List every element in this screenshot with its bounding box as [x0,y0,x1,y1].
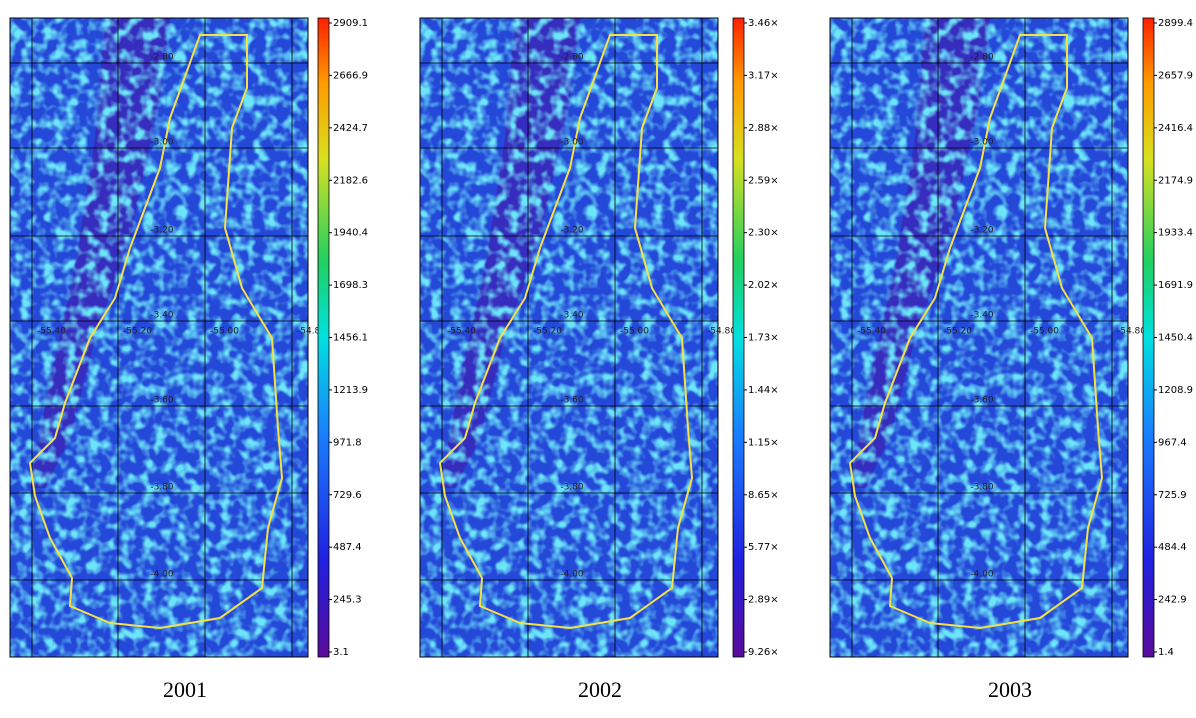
boundary [438,34,694,630]
colorbar [1142,17,1155,658]
colorbar [732,17,745,658]
grid-label: -55.40 [857,327,886,337]
grid-label: -4.00 [150,570,174,580]
colorbar-label: 1698.3 [333,280,368,291]
grid-label: -54.80 [1117,327,1146,337]
map-panel: -2.80 -3.00 -3.20 -3.40 -3.60 -3.80 -4.00 -55.4… [9,17,326,658]
colorbar-label: 3.46× [748,18,779,29]
grid-label: -4.00 [970,570,994,580]
grid-label: -54.80 [707,327,736,337]
grid-label: -54.80 [297,327,326,337]
map-raster [830,18,1128,657]
colorbar-label: 2909.1 [333,18,368,29]
year-caption: 2001 [163,677,207,702]
map-frame [9,17,309,658]
colorbar-label: 487.4 [333,542,362,553]
year-caption: 2003 [988,677,1032,702]
boundary [28,34,284,630]
grid-label: -4.00 [560,570,584,580]
grid-label: -3.20 [150,226,174,236]
map-panel: -2.80 -3.00 -3.20 -3.40 -3.60 -3.80 -4.00 -55.4… [419,17,736,658]
grid-label: -3.40 [150,311,174,321]
colorbar-label: 2416.4 [1158,123,1193,134]
grid-label: -55.00 [620,327,649,337]
map-frame [829,17,1129,658]
grid-label: -55.20 [123,327,152,337]
colorbar-label: 1933.4 [1158,228,1193,239]
colorbar-label: 3.17× [748,70,779,81]
grid-label: -3.40 [560,311,584,321]
colorbar [317,17,330,658]
colorbar-label: 2.30× [748,228,779,239]
colorbar-label: 242.9 [1158,595,1187,606]
grid-label: -3.80 [970,483,994,493]
grid-label: -2.80 [150,53,174,63]
grid-label: -3.40 [970,311,994,321]
grid-label: -55.00 [210,327,239,337]
grid-label: -3.60 [150,396,174,406]
boundary [848,34,1104,630]
grid-label: -2.80 [560,53,584,63]
colorbar-label: 1213.9 [333,385,368,396]
map-raster [420,18,718,657]
map-panel: -2.80 -3.00 -3.20 -3.40 -3.60 -3.80 -4.00 -55.4… [829,17,1146,658]
map-frame [419,17,719,658]
colorbar-label: 2.02× [748,280,779,291]
raster-noise [830,18,1128,657]
colorbar-label: 2182.6 [333,175,368,186]
grid-label: -55.40 [37,327,66,337]
colorbar-label: 2666.9 [333,70,368,81]
colorbar-label: 2899.4 [1158,18,1193,29]
grid-label: -3.00 [970,138,994,148]
colorbar-label: 1691.9 [1158,280,1193,291]
grid-label: -3.60 [560,396,584,406]
colorbar-label: 2.88× [748,123,779,134]
colorbar-label: 8.65× [748,490,779,501]
colorbar-label: 2174.9 [1158,175,1193,186]
colorbar-label: 2424.7 [333,123,368,134]
colorbar-label: 2.89× [748,595,779,606]
map-raster [10,18,308,657]
year-caption: 2002 [578,677,622,702]
grid-label: -3.20 [560,226,584,236]
colorbar-label: 971.8 [333,437,362,448]
colorbar-label: 245.3 [333,595,362,606]
colorbar-label: 5.77× [748,542,779,553]
colorbar-label: 484.4 [1158,542,1187,553]
colorbar-label: 1208.9 [1158,385,1193,396]
colorbar-label: 1940.4 [333,228,368,239]
grid-label: -3.60 [970,396,994,406]
raster-noise [10,18,308,657]
grid-label: -55.20 [943,327,972,337]
colorbar-label: 2657.9 [1158,70,1193,81]
colorbar-label: 1.4 [1158,647,1174,658]
colorbar-label: 725.9 [1158,490,1187,501]
colorbar-label: 1456.1 [333,333,368,344]
grid-label: -3.80 [560,483,584,493]
colorbar-label: 2.59× [748,175,779,186]
grid-label: -3.00 [560,138,584,148]
raster-noise [420,18,718,657]
colorbar-label: 9.26× [748,647,779,658]
colorbar-label: 1.73× [748,333,779,344]
colorbar-label: 967.4 [1158,437,1187,448]
colorbar-label: 729.6 [333,490,362,501]
colorbar-label: 3.1 [333,647,349,658]
grid-label: -55.40 [447,327,476,337]
grid-label: -55.00 [1030,327,1059,337]
colorbar-label: 1.15× [748,437,779,448]
colorbar-label: 1450.4 [1158,333,1193,344]
grid-label: -3.80 [150,483,174,493]
grid-label: -2.80 [970,53,994,63]
grid-label: -3.00 [150,138,174,148]
grid-label: -55.20 [533,327,562,337]
grid-label: -3.20 [970,226,994,236]
colorbar-label: 1.44× [748,385,779,396]
